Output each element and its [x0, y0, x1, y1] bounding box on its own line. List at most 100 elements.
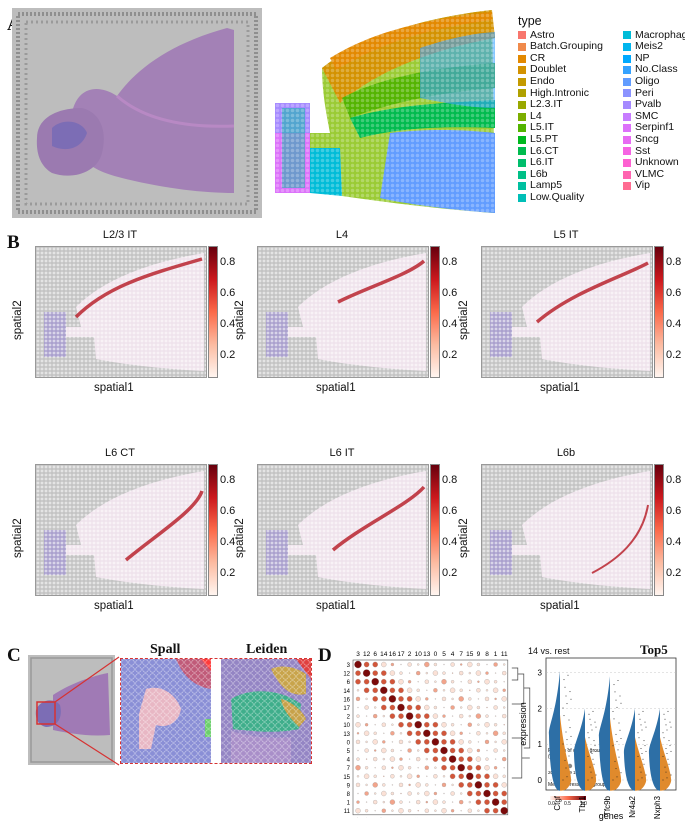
- dotplot-top-label: 13: [423, 651, 431, 658]
- violin-title: 14 vs. rest: [528, 646, 570, 656]
- dotplot-top-label: 6: [373, 651, 377, 658]
- dotplot-dot: [354, 660, 362, 669]
- dotplot-dot: [355, 782, 361, 788]
- legend-item: L4: [518, 110, 603, 123]
- dotplot-dot: [475, 756, 482, 762]
- dotplot-gene-label: Ctgf: [380, 817, 385, 818]
- legend-swatch: [622, 182, 631, 191]
- legend-item: L6b: [518, 168, 603, 181]
- dotplot-dot: [442, 800, 446, 804]
- mean-legend-tick: 0.5: [564, 801, 571, 807]
- legend-item: Peri: [622, 87, 685, 100]
- violin-point: [567, 747, 569, 749]
- dotplot-dot: [460, 792, 463, 795]
- dotplot-gene-label: Camk2n1: [371, 817, 376, 818]
- panel-label-d: D: [318, 645, 332, 666]
- dotplot-row-label: 16: [343, 697, 350, 703]
- violin-point: [570, 698, 572, 700]
- colorbar-tick: 0.4: [666, 536, 682, 548]
- violin-point: [562, 779, 564, 781]
- legend-label: NP: [634, 51, 650, 64]
- dotplot-dot: [416, 670, 421, 676]
- legend-item: VLMC: [622, 168, 685, 181]
- dotplot-dot: [493, 680, 498, 684]
- dotplot-gene-label: Nrn1: [423, 817, 428, 818]
- dotplot-row-label: 10: [343, 723, 350, 729]
- violin-point: [618, 722, 620, 724]
- dotplot-dot: [475, 799, 482, 805]
- violin-right-half: [610, 717, 622, 791]
- legend-swatch: [518, 158, 526, 167]
- legend-item: High.Intronic: [518, 87, 603, 100]
- dotplot-dot: [485, 714, 489, 718]
- violin-point: [641, 753, 643, 755]
- dotplot-dot: [424, 704, 430, 711]
- panel-c-zoom-lines: [55, 656, 120, 766]
- colorbar-tick: 0.8: [666, 255, 682, 268]
- dotplot-dot: [432, 747, 439, 754]
- dotplot-gene-label: Ttr: [449, 817, 454, 818]
- dotplot-dot: [469, 732, 471, 734]
- dotplot-dot: [415, 782, 421, 788]
- dotplot-dot: [441, 722, 447, 728]
- colorbar-tick: 0.2: [220, 349, 236, 362]
- dotplot-dot: [476, 705, 481, 710]
- dotplot-dot: [460, 663, 463, 666]
- legend-label: L6.IT: [530, 156, 554, 169]
- dotplot-dot: [492, 687, 499, 693]
- dotplot-dot: [391, 766, 394, 769]
- violin-point: [641, 729, 643, 731]
- dotplot-dot: [426, 689, 428, 691]
- dotplot-dot: [441, 808, 447, 814]
- dotplot-dot: [398, 808, 404, 814]
- dotplot-dot: [365, 715, 368, 717]
- dotplot-dot: [389, 670, 396, 676]
- dotplot-dot: [391, 784, 394, 786]
- legend-label: L2.3.IT: [530, 98, 563, 111]
- dotplot-dot: [374, 706, 377, 709]
- legend-item: Meis2: [622, 41, 685, 53]
- violin-point: [662, 779, 664, 781]
- violin-point: [565, 767, 567, 769]
- spatial-plot-canvas: [257, 246, 429, 378]
- dotplot-dot: [364, 705, 369, 710]
- spatial-plot-title: L5 IT: [553, 229, 579, 241]
- dotplot-dot: [355, 722, 361, 728]
- dotplot-dot: [484, 773, 490, 780]
- dotplot-dot: [374, 810, 376, 812]
- dotplot-dot: [365, 697, 368, 701]
- dotplot-row-label: 4: [347, 758, 351, 764]
- dotplot-dot: [501, 799, 507, 805]
- violin-point: [662, 732, 664, 734]
- violin-point: [669, 745, 671, 747]
- dotplot-dot: [476, 662, 481, 667]
- spatial-plot-canvas: [35, 464, 207, 596]
- dotplot-dot: [390, 774, 395, 779]
- dotplot-gene-label: Bhlhe2: [388, 817, 393, 818]
- legend-swatch: [518, 124, 526, 133]
- violin-point: [667, 758, 669, 760]
- dotplot-dot: [373, 774, 377, 778]
- x-axis-label: spatial1: [316, 382, 356, 394]
- dotplot-dot: [425, 671, 428, 675]
- legend-swatch: [518, 66, 526, 75]
- dotplot-dot: [443, 706, 445, 709]
- dotplot-dot: [424, 739, 430, 745]
- dotplot-dot: [416, 774, 420, 778]
- dotplot-dot: [450, 662, 455, 667]
- violin-point: [615, 733, 617, 735]
- dotplot-dot: [484, 739, 490, 745]
- violin-point: [567, 674, 569, 676]
- y-axis-label: spatial2: [458, 300, 470, 340]
- dotplot-dot: [371, 677, 379, 686]
- dotplot-dot: [363, 678, 370, 685]
- dotplot-dot: [494, 697, 497, 701]
- dotplot-gene-label: 2310022A10Rik: [414, 817, 419, 818]
- violin-point: [619, 695, 621, 697]
- colorbar-tick: 0.4: [442, 318, 458, 330]
- dotplot-dot: [492, 807, 499, 814]
- dotplot-dot: [397, 703, 405, 712]
- dotplot-dot: [492, 773, 499, 779]
- legend-item: SMC: [622, 110, 685, 123]
- dotplot-dot: [407, 809, 412, 813]
